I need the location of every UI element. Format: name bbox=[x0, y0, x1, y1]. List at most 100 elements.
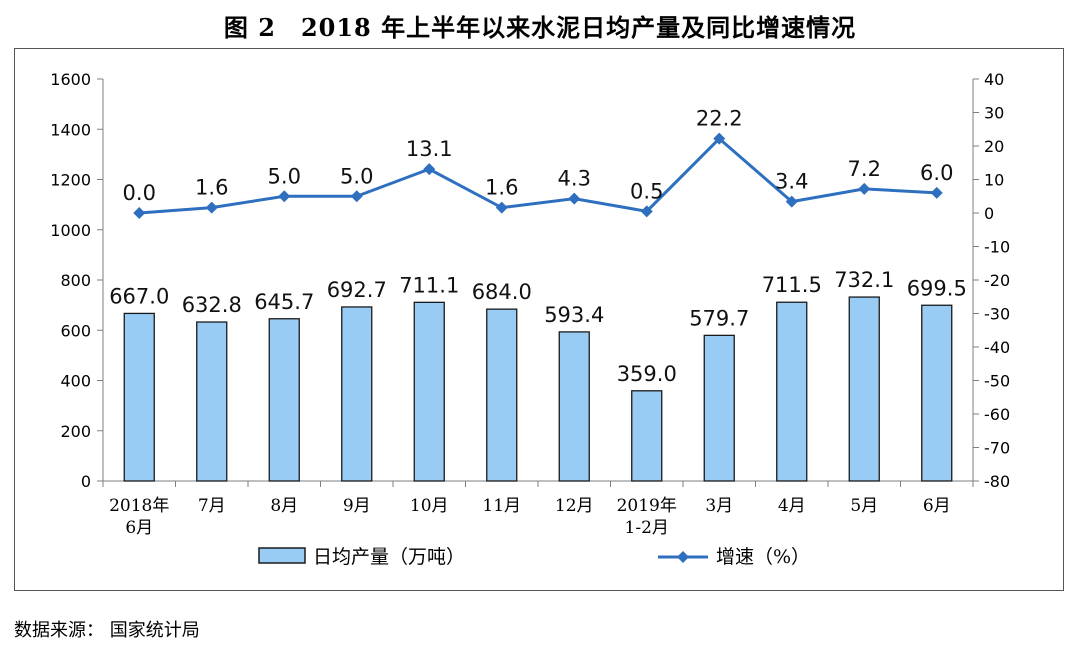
y-left-tick-label: 800 bbox=[60, 271, 91, 290]
line-data-label: 1.6 bbox=[485, 176, 518, 200]
line-point-marker bbox=[350, 190, 363, 203]
line-point-marker bbox=[278, 190, 291, 203]
line-point-marker bbox=[930, 186, 943, 199]
bar-data-label: 667.0 bbox=[109, 284, 169, 308]
x-category-label: 12月 bbox=[555, 496, 594, 516]
growth-line bbox=[139, 136, 937, 215]
y-right-tick-label: 30 bbox=[984, 104, 1004, 123]
line-data-label: 0.5 bbox=[630, 179, 663, 203]
y-right-tick-label: -50 bbox=[984, 372, 1010, 391]
x-category-label: 2018年 bbox=[109, 496, 169, 516]
line-point-marker bbox=[423, 163, 436, 176]
line-data-label: 3.4 bbox=[775, 170, 808, 194]
line-point-marker bbox=[133, 207, 146, 219]
y-right-tick-label: 0 bbox=[984, 204, 994, 223]
line-point-marker bbox=[785, 195, 798, 208]
line-point-marker bbox=[640, 205, 653, 218]
x-category-label: 8月 bbox=[270, 496, 298, 516]
line-data-label: 5.0 bbox=[340, 164, 373, 188]
bar bbox=[848, 296, 880, 482]
page-title: 图 2 2018 年上半年以来水泥日均产量及同比增速情况 bbox=[223, 13, 857, 42]
bar-data-label: 632.8 bbox=[182, 293, 242, 317]
source-note: 数据来源： 国家统计局 bbox=[14, 620, 200, 641]
bars-layer bbox=[123, 296, 953, 482]
x-category-label: 10月 bbox=[410, 496, 449, 516]
x-category-label: 3月 bbox=[705, 496, 733, 516]
bar bbox=[921, 304, 953, 482]
line-point-marker bbox=[858, 182, 871, 195]
line-point-marker bbox=[495, 201, 508, 214]
line-point-marker bbox=[205, 201, 218, 214]
bar bbox=[558, 331, 590, 482]
bar bbox=[268, 318, 300, 482]
combo-chart: 02004006008001000120014001600-80-70-60-5… bbox=[50, 70, 1010, 568]
x-category-label: 7月 bbox=[198, 496, 226, 516]
bar-data-label: 699.5 bbox=[907, 276, 967, 300]
y-left-tick-label: 1200 bbox=[50, 171, 91, 190]
y-right-tick-label: -70 bbox=[984, 439, 1010, 458]
line-labels-layer: 0.0 1.6 5.0 5.0 13.1 1.6 4.3 0.5 22.2 3.4 7.2 6.0 bbox=[123, 107, 954, 205]
x-category-label: 2019年 bbox=[617, 496, 677, 516]
y-right-tick-label: -20 bbox=[984, 271, 1010, 290]
bar bbox=[486, 308, 518, 482]
bar-data-label: 645.7 bbox=[254, 290, 314, 314]
y-right-tick-label: -30 bbox=[984, 305, 1010, 324]
y-left-tick-label: 1400 bbox=[50, 120, 91, 139]
y-left-tick-label: 600 bbox=[60, 321, 91, 340]
line-data-label: 13.1 bbox=[406, 137, 453, 161]
bar-data-label: 593.4 bbox=[544, 303, 604, 327]
bar bbox=[123, 312, 155, 482]
bar-data-label: 711.1 bbox=[399, 273, 459, 297]
bar-data-label: 732.1 bbox=[834, 268, 894, 292]
x-category-label: 11月 bbox=[482, 496, 521, 516]
x-category-label: 1-2月 bbox=[625, 518, 669, 538]
bar-data-label: 711.5 bbox=[762, 273, 822, 297]
line-data-label: 6.0 bbox=[920, 161, 953, 185]
bar-data-label: 692.7 bbox=[327, 278, 387, 302]
bar-labels-layer: 667.0 632.8 645.7 692.7 711.1 684.0 593.4 359.0… bbox=[109, 268, 967, 386]
line-data-label: 22.2 bbox=[696, 107, 743, 131]
y-right-tick-label: 10 bbox=[984, 171, 1004, 190]
line-layer bbox=[133, 132, 943, 219]
y-left-tick-label: 400 bbox=[60, 372, 91, 391]
axes-layer: 02004006008001000120014001600-80-70-60-5… bbox=[50, 70, 1010, 491]
legend-bar-label: 日均产量（万吨） bbox=[313, 546, 465, 568]
bar-data-label: 359.0 bbox=[617, 362, 677, 386]
x-category-label: 6月 bbox=[923, 496, 951, 516]
bar bbox=[196, 321, 228, 482]
chart-frame: 0 200 400 600 800 1000 1200 1400 1600 -80 -70 -60 -5… bbox=[14, 48, 1064, 591]
line-data-label: 7.2 bbox=[848, 157, 881, 181]
legend-line-label: 增速（%） bbox=[716, 546, 810, 568]
line-data-label: 0.0 bbox=[123, 181, 156, 205]
y-right-tick-label: -60 bbox=[984, 405, 1010, 424]
legend-bar-swatch bbox=[258, 547, 306, 564]
x-category-label: 9月 bbox=[343, 496, 371, 516]
line-point-marker bbox=[713, 132, 726, 145]
y-left-tick-label: 0 bbox=[81, 472, 91, 491]
y-left-tick-label: 200 bbox=[60, 422, 91, 441]
y-left-tick-label: 1000 bbox=[50, 221, 91, 240]
bar-data-label: 684.0 bbox=[472, 280, 532, 304]
x-category-label: 5月 bbox=[850, 496, 878, 516]
bar bbox=[703, 334, 735, 482]
x-category-label: 6月 bbox=[125, 518, 153, 538]
bar bbox=[341, 306, 373, 482]
bar bbox=[631, 390, 663, 482]
line-point-marker bbox=[568, 192, 581, 205]
line-data-label: 5.0 bbox=[268, 164, 301, 188]
bar-data-label: 579.7 bbox=[689, 306, 749, 330]
bar bbox=[776, 301, 808, 482]
legend-line-marker bbox=[677, 551, 689, 563]
bar bbox=[413, 301, 445, 482]
y-left-tick-label: 1600 bbox=[50, 70, 91, 89]
y-right-tick-label: -10 bbox=[984, 238, 1010, 257]
x-category-label: 4月 bbox=[778, 496, 806, 516]
line-data-label: 4.3 bbox=[558, 167, 591, 191]
y-right-tick-label: 20 bbox=[984, 137, 1004, 156]
line-data-label: 1.6 bbox=[195, 176, 228, 200]
y-right-tick-label: -40 bbox=[984, 338, 1010, 357]
y-right-tick-label: -80 bbox=[984, 472, 1010, 491]
y-right-tick-label: 40 bbox=[984, 70, 1004, 89]
legend: 日均产量（万吨） 增速（%） bbox=[258, 546, 810, 568]
